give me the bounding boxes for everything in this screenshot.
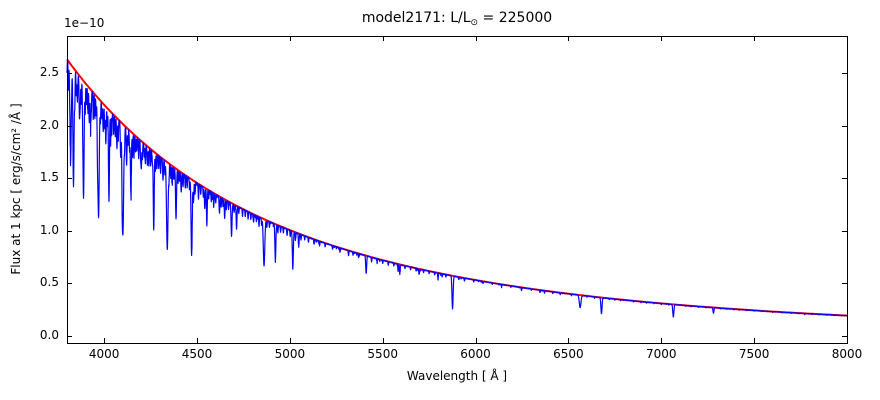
y-tick-label: 0.5	[39, 275, 59, 290]
y-tick-label: 0.0	[39, 328, 59, 342]
y-axis-offset-label: 1e−10	[64, 16, 105, 30]
x-tick-label: 4500	[181, 347, 213, 361]
x-tick-label: 7500	[738, 347, 770, 361]
y-tick-label: 1.5	[39, 170, 59, 185]
y-tick-label: 2.5	[39, 65, 59, 80]
axis-ticks	[67, 36, 848, 343]
plot-border	[67, 36, 848, 344]
spectrum-line	[66, 60, 848, 318]
x-tick-label: 8000	[831, 347, 863, 361]
sun-symbol: ⊙	[470, 18, 479, 28]
chart-title: model2171: L/L⊙ = 225000	[67, 10, 847, 28]
x-tick-label: 6000	[460, 347, 491, 361]
x-tick-label: 4000	[88, 347, 120, 361]
x-tick-label: 7000	[646, 347, 677, 361]
x-axis-label: Wavelength [ Å ]	[406, 369, 508, 383]
y-tick-label: 1.0	[39, 222, 59, 237]
y-tick-label: 2.0	[39, 117, 59, 132]
chart-title-prefix: model2171: L/L	[361, 10, 471, 26]
chart-title-suffix: = 225000	[478, 10, 553, 26]
x-tick-label: 6500	[553, 347, 584, 361]
x-tick-label: 5500	[367, 347, 398, 361]
x-tick-label: 5000	[274, 347, 306, 361]
